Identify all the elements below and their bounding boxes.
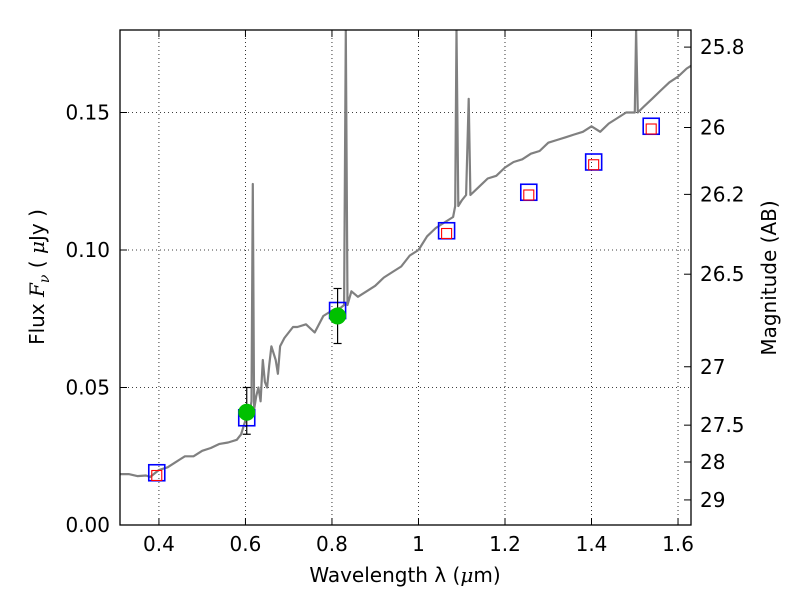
- y2-tick-label: 29: [700, 488, 725, 512]
- red-square-marker: [645, 123, 657, 135]
- x-tick-label: 1.6: [662, 532, 694, 556]
- plot-frame: [119, 29, 692, 526]
- y-axis-title-unit-symbol: μ: [25, 241, 49, 254]
- red-square-marker: [523, 189, 535, 201]
- red-square-marker: [441, 227, 453, 240]
- x-axis-title-prefix: Wavelength λ (: [309, 563, 460, 587]
- y-tick-label: 0.00: [65, 513, 110, 537]
- green-data-point: [329, 307, 347, 325]
- y-axis-title-unit-open: (: [25, 254, 49, 275]
- y-axis-title: Flux Fν ( μJy ): [25, 209, 53, 345]
- y-tick-label: 0.05: [65, 376, 110, 400]
- y2-tick-label: 26.5: [700, 262, 745, 286]
- x-tick-label: 1.2: [489, 532, 521, 556]
- grid-lines: [120, 30, 691, 526]
- y-axis-title-subscript: ν: [37, 274, 53, 283]
- x-tick-label: 1.4: [576, 532, 608, 556]
- x-tick-label: 0.6: [230, 532, 262, 556]
- y2-tick-label: 25.8: [700, 35, 745, 59]
- y2-tick-label: 26.2: [700, 182, 745, 206]
- green-data-point: [238, 403, 256, 421]
- y2-tick-label: 27: [700, 355, 725, 379]
- x-axis-title-suffix: m): [473, 563, 500, 587]
- axis-ticks: 0.4 0.6 0.8 1 1.2 1.4 1.6 0.00 0.05 0.10 0.15 25.8 2…: [65, 30, 745, 556]
- y2-tick-label: 26: [700, 116, 725, 140]
- y-axis-title-prefix: Flux: [25, 297, 49, 345]
- plot-series: [120, 30, 691, 478]
- x-axis-title-unit-symbol: μ: [460, 563, 473, 587]
- y-axis-title-variable: F: [25, 282, 49, 298]
- x-tick-label: 0.8: [316, 532, 348, 556]
- y-tick-label: 0.15: [65, 101, 110, 125]
- red-square-marker: [588, 159, 600, 171]
- x-tick-label: 0.4: [143, 532, 175, 556]
- spectrum-line: [120, 30, 691, 478]
- y2-tick-label: 27.5: [700, 413, 745, 437]
- y-tick-label: 0.10: [65, 238, 110, 262]
- x-tick-label: 1: [412, 532, 425, 556]
- y2-tick-label: 28: [700, 450, 725, 474]
- y-axis-title-unit-rest: Jy ): [25, 209, 49, 243]
- plot-markers: [147, 117, 661, 482]
- red-square-marker: [151, 469, 163, 482]
- x-axis-title: Wavelength λ (μm): [309, 563, 500, 587]
- y2-axis-title: Magnitude (AB): [757, 200, 781, 355]
